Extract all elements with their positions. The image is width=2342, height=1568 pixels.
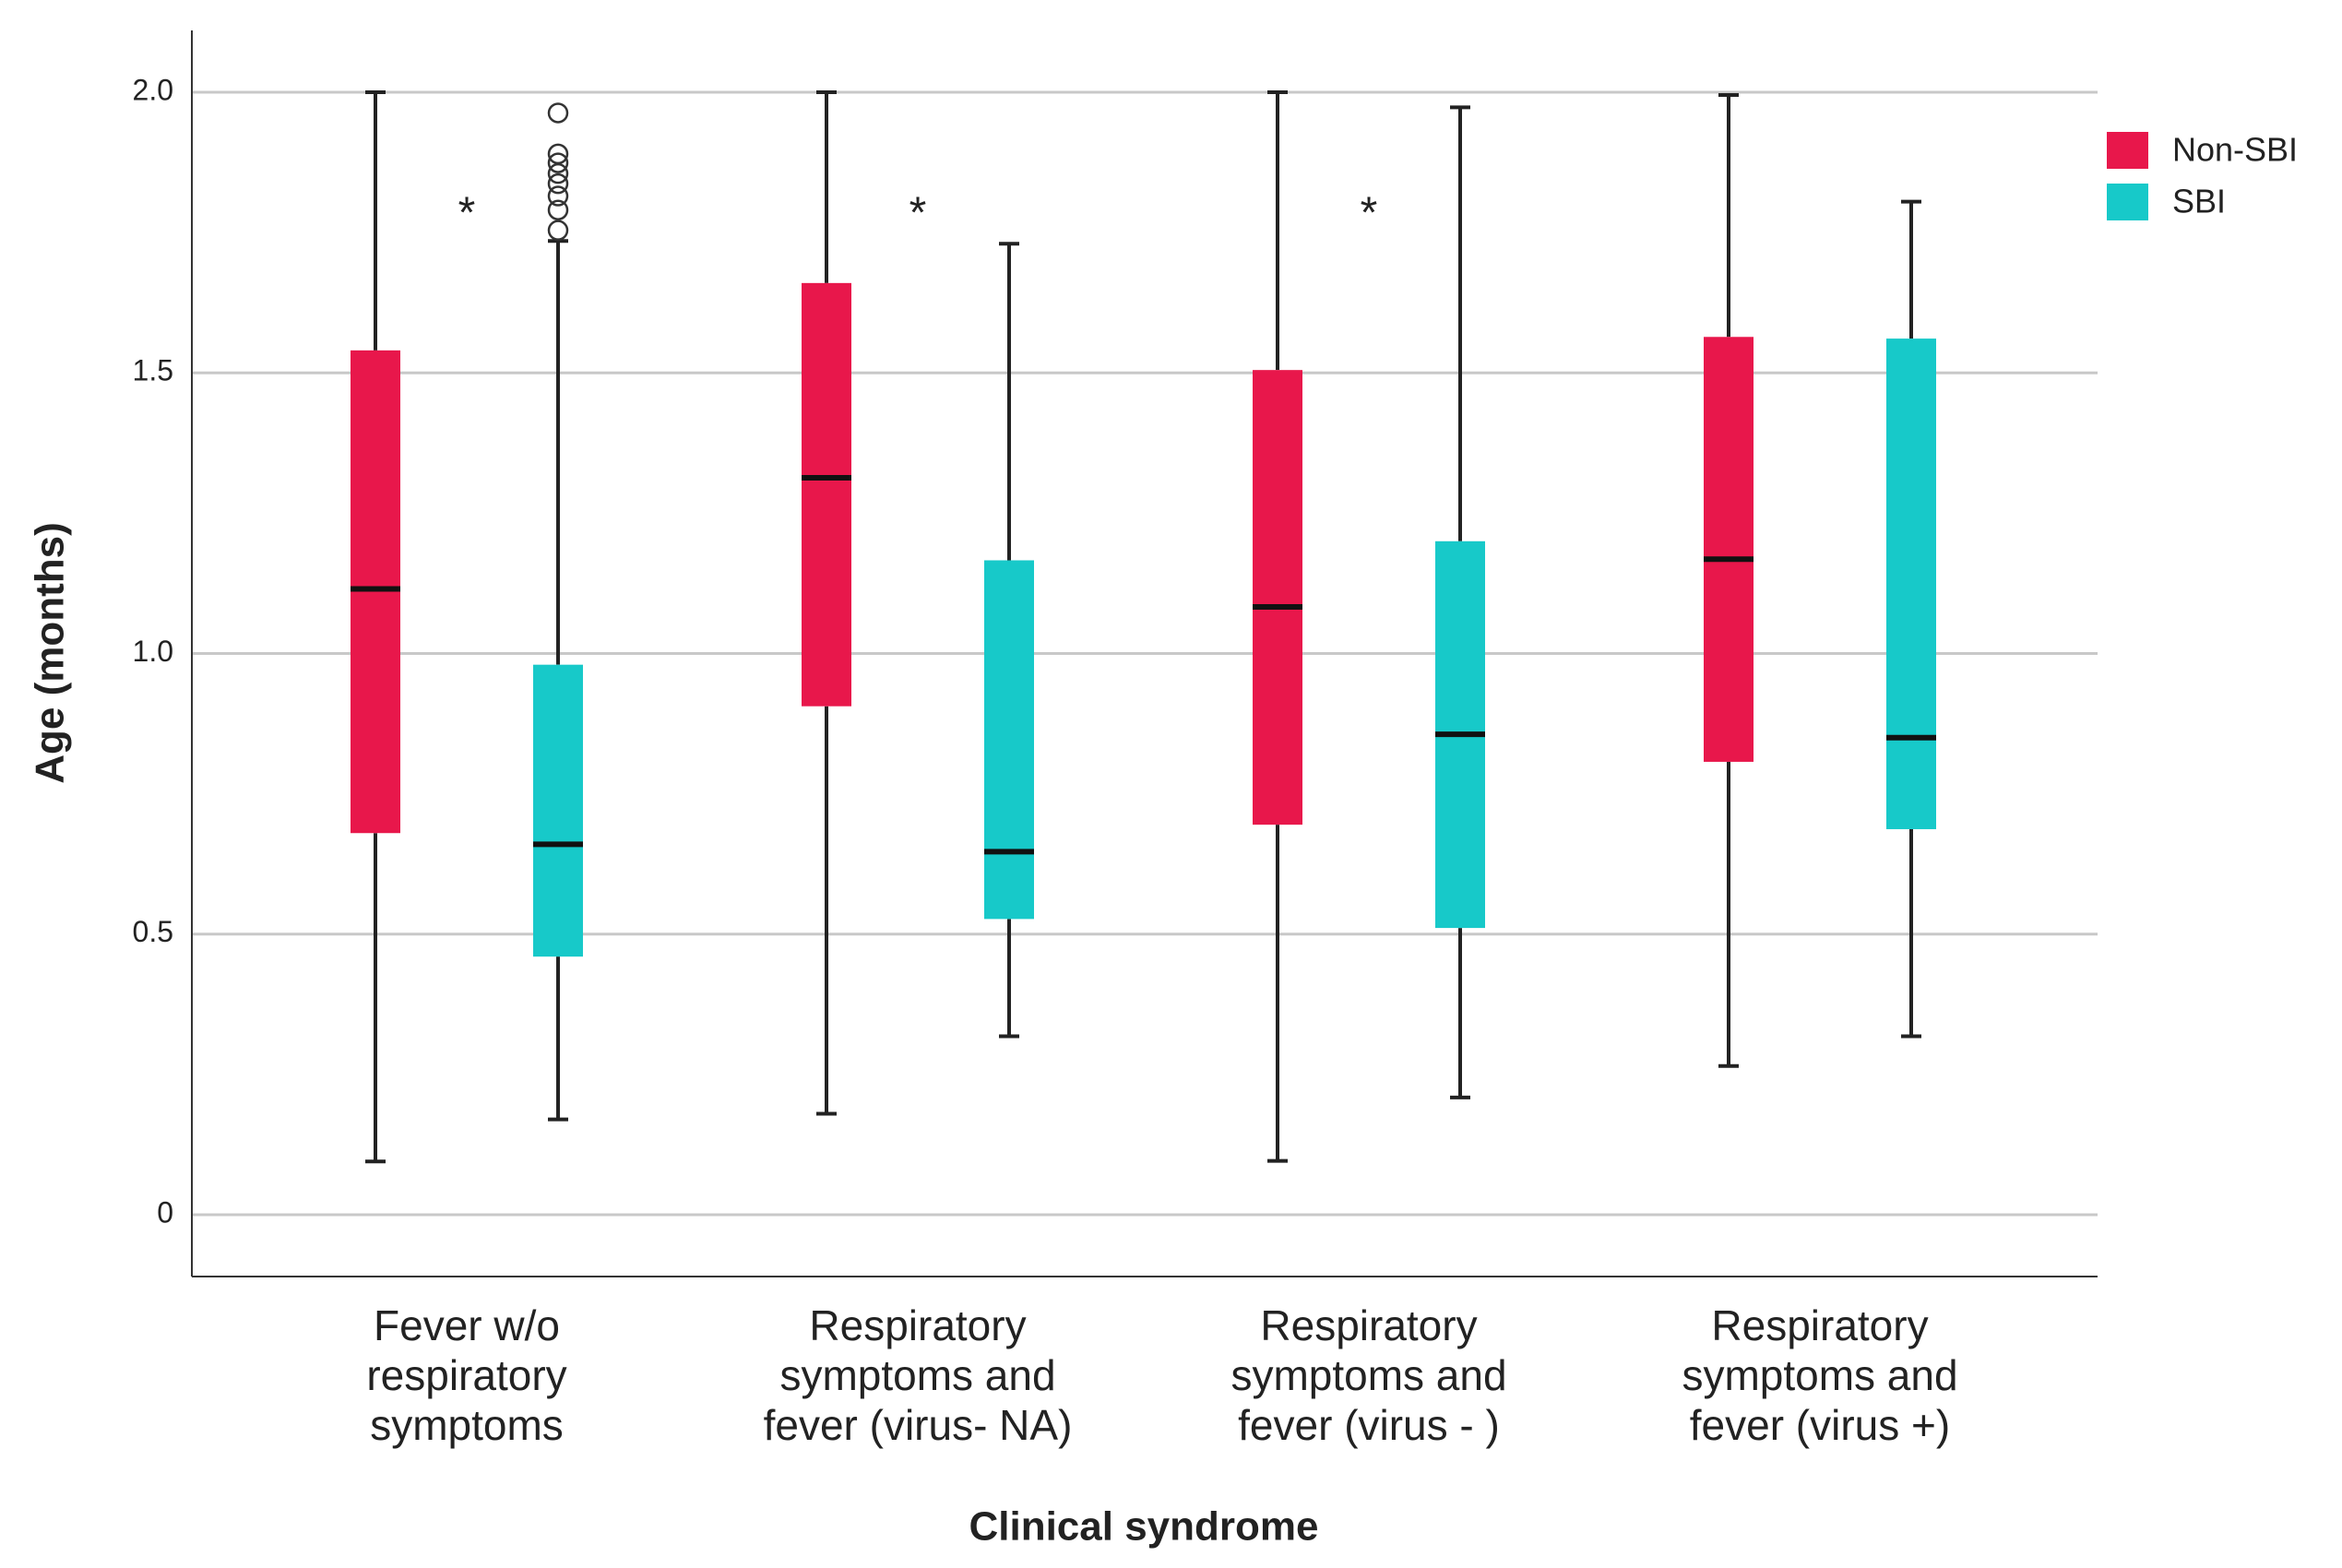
x-axis-title: Clinical syndrome (969, 1504, 1318, 1550)
outlier (547, 199, 569, 220)
y-tick-label: 0.5 (133, 915, 173, 948)
annotation: * (458, 188, 476, 237)
box (351, 350, 400, 834)
x-tick-line: Respiratory (1711, 1301, 1928, 1349)
legend-swatch (2107, 184, 2148, 220)
x-tick-line: symptoms and (1230, 1351, 1506, 1399)
box (1253, 370, 1302, 826)
outlier (547, 220, 569, 241)
outlier (547, 162, 569, 184)
x-tick-line: Respiratory (809, 1301, 1026, 1349)
x-tick-line: fever (virus +) (1690, 1401, 1950, 1449)
annotation: * (1361, 188, 1378, 237)
box (1704, 337, 1754, 762)
x-tick-line: symptoms (370, 1401, 564, 1449)
annotation: * (909, 188, 927, 237)
y-tick-label: 0 (157, 1196, 173, 1229)
outlier (547, 172, 569, 195)
y-tick-label: 2.0 (133, 73, 173, 106)
x-tick-label: Respiratory symptoms and fever (virus- NA) (764, 1301, 1073, 1449)
y-tick-label: 1.0 (133, 635, 173, 668)
x-tick-label: Respiratory symptoms and fever (virus - ) (1230, 1301, 1506, 1449)
outlier (547, 102, 569, 124)
legend-label: Non-SBI (2172, 131, 2298, 169)
outlier (547, 185, 569, 207)
x-tick-label: Respiratory symptoms and fever (virus +) (1682, 1301, 1957, 1449)
box (984, 560, 1034, 920)
x-tick-line: fever (virus - ) (1238, 1401, 1500, 1449)
outlier (547, 143, 569, 165)
x-tick-line: Fever w/o (374, 1301, 560, 1349)
legend-swatch (2107, 132, 2148, 169)
x-tick-line: Respiratory (1260, 1301, 1477, 1349)
x-tick-line: symptoms and (779, 1351, 1055, 1399)
legend-label: SBI (2172, 183, 2226, 220)
outlier (547, 152, 569, 173)
x-tick-line: symptoms and (1682, 1351, 1957, 1399)
x-tick-label: Fever w/o respiratory symptoms (366, 1301, 566, 1449)
x-tick-line: fever (virus- NA) (764, 1401, 1073, 1449)
box (1886, 339, 1936, 829)
x-tick-line: respiratory (366, 1351, 566, 1399)
box (533, 664, 583, 957)
y-tick-label: 1.5 (133, 354, 173, 387)
box (802, 282, 851, 707)
y-axis-title: Age (months) (28, 522, 73, 784)
